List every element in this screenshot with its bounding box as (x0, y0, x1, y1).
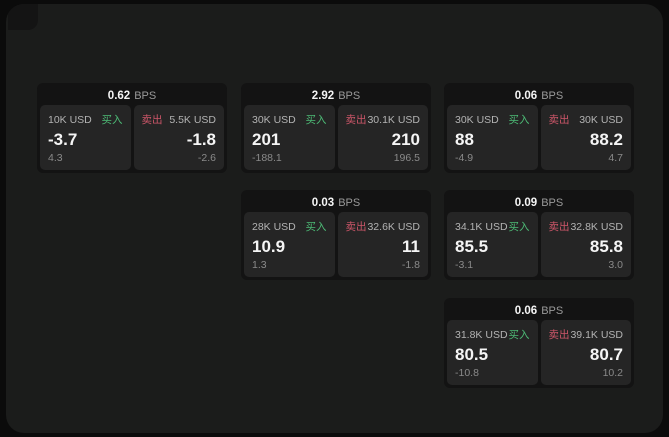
buy-panel[interactable]: 30K USD 买入 201 -188.1 (244, 105, 335, 170)
sell-tag: 卖出 (345, 221, 367, 233)
sell-delta: 196.5 (393, 152, 420, 164)
corner-tile (8, 4, 38, 30)
sell-delta: -1.8 (401, 259, 420, 271)
sell-tag: 卖出 (345, 114, 367, 126)
sell-price: 80.7 (589, 345, 623, 364)
bps-value: 0.62 (107, 89, 131, 102)
buy-price: -3.7 (48, 130, 78, 149)
sell-delta: 3.0 (608, 259, 623, 271)
buy-delta: -10.8 (455, 367, 479, 379)
sell-panel[interactable]: 卖出 5.5K USD -1.8 -2.6 (133, 105, 224, 170)
quote-card: 0.62 BPS 10K USD 买入 -3.7 4.3 卖出 5.5K USD… (37, 83, 227, 173)
app-window: 0.62 BPS 10K USD 买入 -3.7 4.3 卖出 5.5K USD… (6, 4, 663, 433)
bps-unit-label: BPS (338, 196, 361, 209)
bps-value: 2.92 (311, 89, 335, 102)
sell-panel[interactable]: 卖出 32.6K USD 11 -1.8 (337, 212, 428, 277)
buy-delta: 4.3 (48, 152, 63, 164)
quote-card: 0.06 BPS 30K USD 买入 88 -4.9 卖出 30K USD 8… (444, 83, 634, 173)
buy-size: 31.8K USD (455, 328, 508, 341)
buy-delta: 1.3 (252, 259, 267, 271)
card-header: 2.92 BPS (244, 86, 428, 105)
sell-panel[interactable]: 卖出 32.8K USD 85.8 3.0 (540, 212, 631, 277)
sell-size: 30K USD (579, 113, 623, 126)
quote-card: 0.09 BPS 34.1K USD 买入 85.5 -3.1 卖出 32.8K… (444, 190, 634, 280)
bps-unit-label: BPS (541, 196, 564, 209)
buy-tag: 买入 (508, 221, 530, 233)
sell-price: 11 (402, 237, 420, 256)
buy-size: 30K USD (455, 113, 499, 126)
buy-panel[interactable]: 31.8K USD 买入 80.5 -10.8 (447, 320, 538, 385)
buy-tag: 买入 (508, 329, 530, 341)
bps-unit-label: BPS (541, 304, 564, 317)
buy-price: 201 (252, 130, 281, 149)
buy-size: 30K USD (252, 113, 296, 126)
sell-panel[interactable]: 卖出 39.1K USD 80.7 10.2 (540, 320, 631, 385)
bps-value: 0.06 (514, 89, 538, 102)
quote-card: 0.06 BPS 31.8K USD 买入 80.5 -10.8 卖出 39.1… (444, 298, 634, 388)
buy-panel[interactable]: 30K USD 买入 88 -4.9 (447, 105, 538, 170)
bps-value: 0.06 (514, 304, 538, 317)
buy-panel[interactable]: 28K USD 买入 10.9 1.3 (244, 212, 335, 277)
sell-price: 88.2 (589, 130, 623, 149)
card-header: 0.06 BPS (447, 86, 631, 105)
bps-value: 0.03 (311, 196, 335, 209)
sell-tag: 卖出 (548, 114, 570, 126)
sell-tag: 卖出 (141, 114, 163, 126)
buy-price: 85.5 (455, 237, 489, 256)
buy-size: 34.1K USD (455, 220, 508, 233)
sell-tag: 卖出 (548, 221, 570, 233)
buy-price: 80.5 (455, 345, 489, 364)
card-header: 0.03 BPS (244, 193, 428, 212)
sell-panel[interactable]: 卖出 30K USD 88.2 4.7 (540, 105, 631, 170)
bps-unit-label: BPS (134, 89, 157, 102)
buy-size: 10K USD (48, 113, 92, 126)
sell-panel[interactable]: 卖出 30.1K USD 210 196.5 (337, 105, 428, 170)
quote-card: 0.03 BPS 28K USD 买入 10.9 1.3 卖出 32.6K US… (241, 190, 431, 280)
buy-panel[interactable]: 10K USD 买入 -3.7 4.3 (40, 105, 131, 170)
buy-price: 88 (455, 130, 474, 149)
sell-delta: -2.6 (197, 152, 216, 164)
card-header: 0.09 BPS (447, 193, 631, 212)
sell-price: 85.8 (589, 237, 623, 256)
buy-tag: 买入 (508, 114, 530, 126)
bps-value: 0.09 (514, 196, 538, 209)
sell-price: -1.8 (186, 130, 216, 149)
sell-size: 30.1K USD (367, 113, 420, 126)
card-header: 0.62 BPS (40, 86, 224, 105)
sell-size: 5.5K USD (169, 113, 216, 126)
sell-delta: 10.2 (602, 367, 623, 379)
buy-size: 28K USD (252, 220, 296, 233)
buy-delta: -4.9 (455, 152, 474, 164)
buy-tag: 买入 (305, 114, 327, 126)
sell-tag: 卖出 (548, 329, 570, 341)
sell-delta: 4.7 (608, 152, 623, 164)
bps-unit-label: BPS (338, 89, 361, 102)
buy-tag: 买入 (305, 221, 327, 233)
sell-size: 39.1K USD (570, 328, 623, 341)
buy-tag: 买入 (101, 114, 123, 126)
bps-unit-label: BPS (541, 89, 564, 102)
buy-price: 10.9 (252, 237, 286, 256)
buy-delta: -3.1 (455, 259, 474, 271)
quote-card: 2.92 BPS 30K USD 买入 201 -188.1 卖出 30.1K … (241, 83, 431, 173)
buy-panel[interactable]: 34.1K USD 买入 85.5 -3.1 (447, 212, 538, 277)
buy-delta: -188.1 (252, 152, 282, 164)
sell-size: 32.8K USD (570, 220, 623, 233)
sell-price: 210 (391, 130, 420, 149)
sell-size: 32.6K USD (367, 220, 420, 233)
card-header: 0.06 BPS (447, 301, 631, 320)
